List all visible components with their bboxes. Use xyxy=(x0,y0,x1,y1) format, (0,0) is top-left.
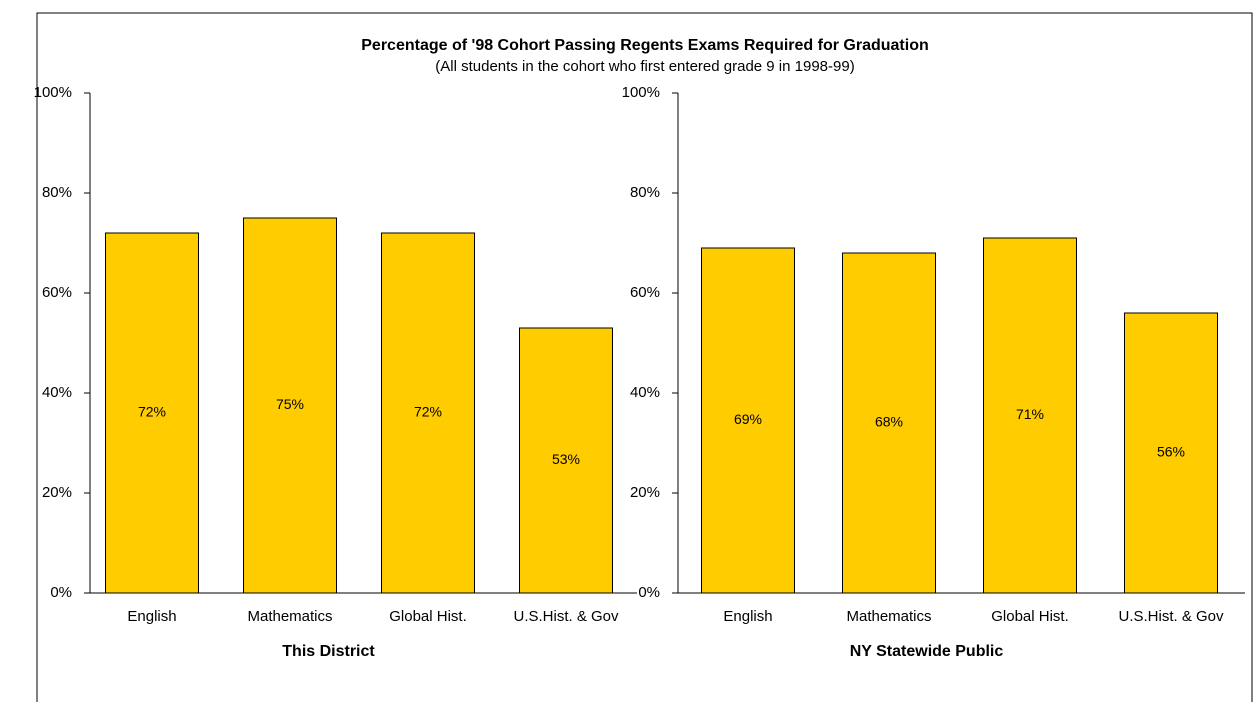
y-tick-label: 60% xyxy=(630,284,660,301)
bar xyxy=(519,327,613,594)
bar xyxy=(983,237,1077,594)
x-axis-label: NY Statewide Public xyxy=(850,643,1004,660)
value-label: 75% xyxy=(276,396,304,412)
x-axis-label: This District xyxy=(282,643,375,660)
chart-title: Percentage of '98 Cohort Passing Regents… xyxy=(361,37,929,54)
y-tick-label: 80% xyxy=(630,184,660,201)
chart-frame xyxy=(36,12,1253,702)
x-tick-label: Global Hist. xyxy=(389,608,467,625)
bar xyxy=(842,252,936,594)
y-tick-label: 40% xyxy=(42,384,72,401)
value-label: 72% xyxy=(414,404,442,420)
x-tick-label: Global Hist. xyxy=(991,608,1069,625)
value-label: 53% xyxy=(552,451,580,467)
bar xyxy=(701,247,795,594)
y-tick-label: 80% xyxy=(42,184,72,201)
x-tick-label: Mathematics xyxy=(846,608,931,625)
y-tick-label: 20% xyxy=(42,484,72,501)
value-label: 56% xyxy=(1157,444,1185,460)
y-tick-label: 0% xyxy=(50,584,72,601)
y-tick-label: 60% xyxy=(42,284,72,301)
bar xyxy=(243,217,337,594)
y-tick-label: 40% xyxy=(630,384,660,401)
x-tick-label: Mathematics xyxy=(247,608,332,625)
y-tick-label: 0% xyxy=(638,584,660,601)
x-tick-label: English xyxy=(723,608,772,625)
value-label: 71% xyxy=(1016,406,1044,422)
value-label: 68% xyxy=(875,414,903,430)
x-tick-label: U.S.Hist. & Gov xyxy=(513,608,619,625)
y-tick-label: 20% xyxy=(630,484,660,501)
chart-subtitle: (All students in the cohort who first en… xyxy=(435,58,854,75)
value-label: 69% xyxy=(734,411,762,427)
x-tick-label: English xyxy=(127,608,176,625)
x-tick-label: U.S.Hist. & Gov xyxy=(1118,608,1224,625)
value-label: 72% xyxy=(138,404,166,420)
bar xyxy=(105,232,199,594)
bar xyxy=(381,232,475,594)
y-tick-label: 100% xyxy=(34,84,72,101)
y-tick-label: 100% xyxy=(622,84,660,101)
